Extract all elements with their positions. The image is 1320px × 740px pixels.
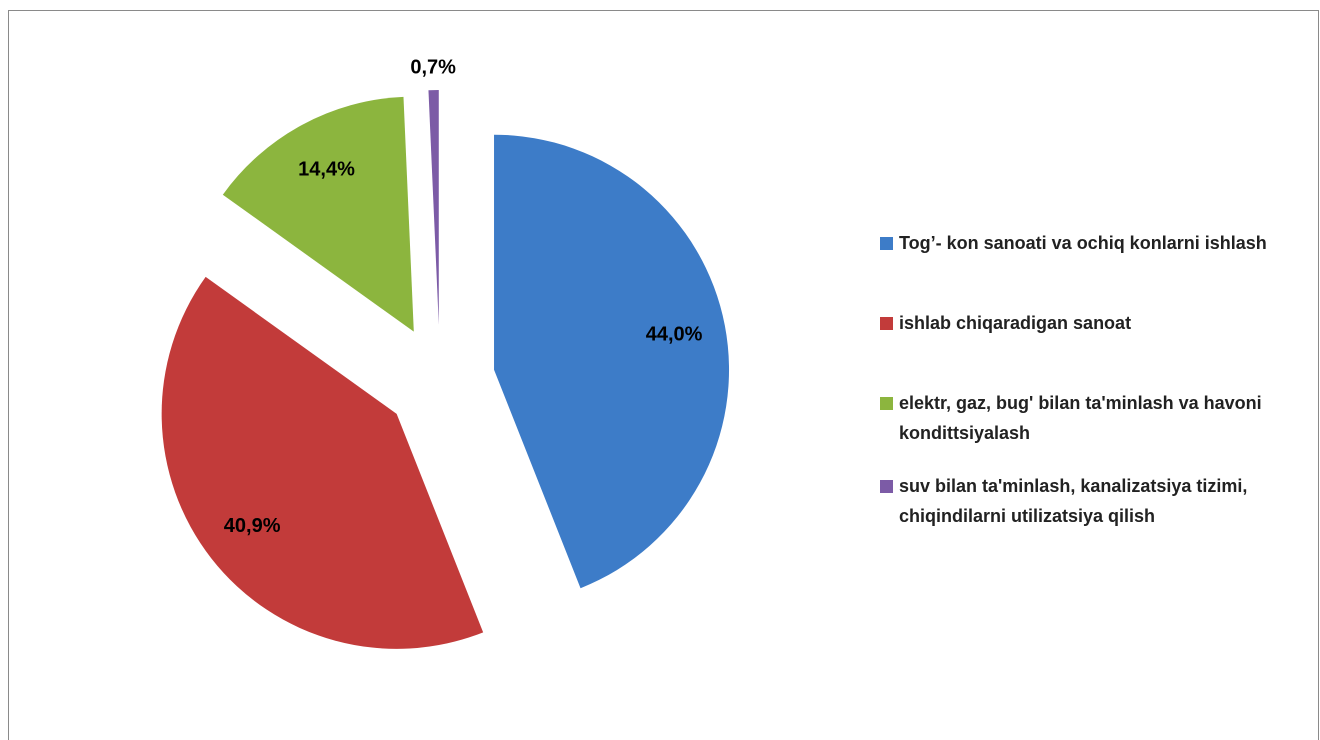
legend-item: suv bilan ta'minlash, kanalizatsiya tizi… [880, 471, 1310, 531]
pie-slice [428, 90, 439, 326]
pie-slice [161, 276, 484, 649]
legend-label: elektr, gaz, bug' bilan ta'minlash va ha… [899, 393, 1262, 443]
legend-swatch [880, 480, 893, 493]
legend-swatch [880, 237, 893, 250]
frame [8, 10, 1319, 740]
legend-item: elektr, gaz, bug' bilan ta'minlash va ha… [880, 388, 1310, 448]
legend-label: ishlab chiqaradigan sanoat [899, 313, 1132, 333]
legend-item: ishlab chiqaradigan sanoat [880, 308, 1310, 338]
legend-swatch [880, 317, 893, 330]
pie-slice [222, 96, 414, 332]
legend-item: Tog’- kon sanoati va ochiq konlarni ishl… [880, 228, 1310, 258]
pie-slice [494, 134, 730, 589]
legend-label: suv bilan ta'minlash, kanalizatsiya tizi… [899, 476, 1248, 526]
legend-label: Tog’- kon sanoati va ochiq konlarni ishl… [899, 233, 1267, 253]
data-label: 0,7% [410, 56, 456, 78]
legend-swatch [880, 397, 893, 410]
data-label: 44,0% [646, 324, 703, 346]
data-label: 40,9% [224, 515, 281, 537]
data-label: 14,4% [298, 159, 355, 181]
